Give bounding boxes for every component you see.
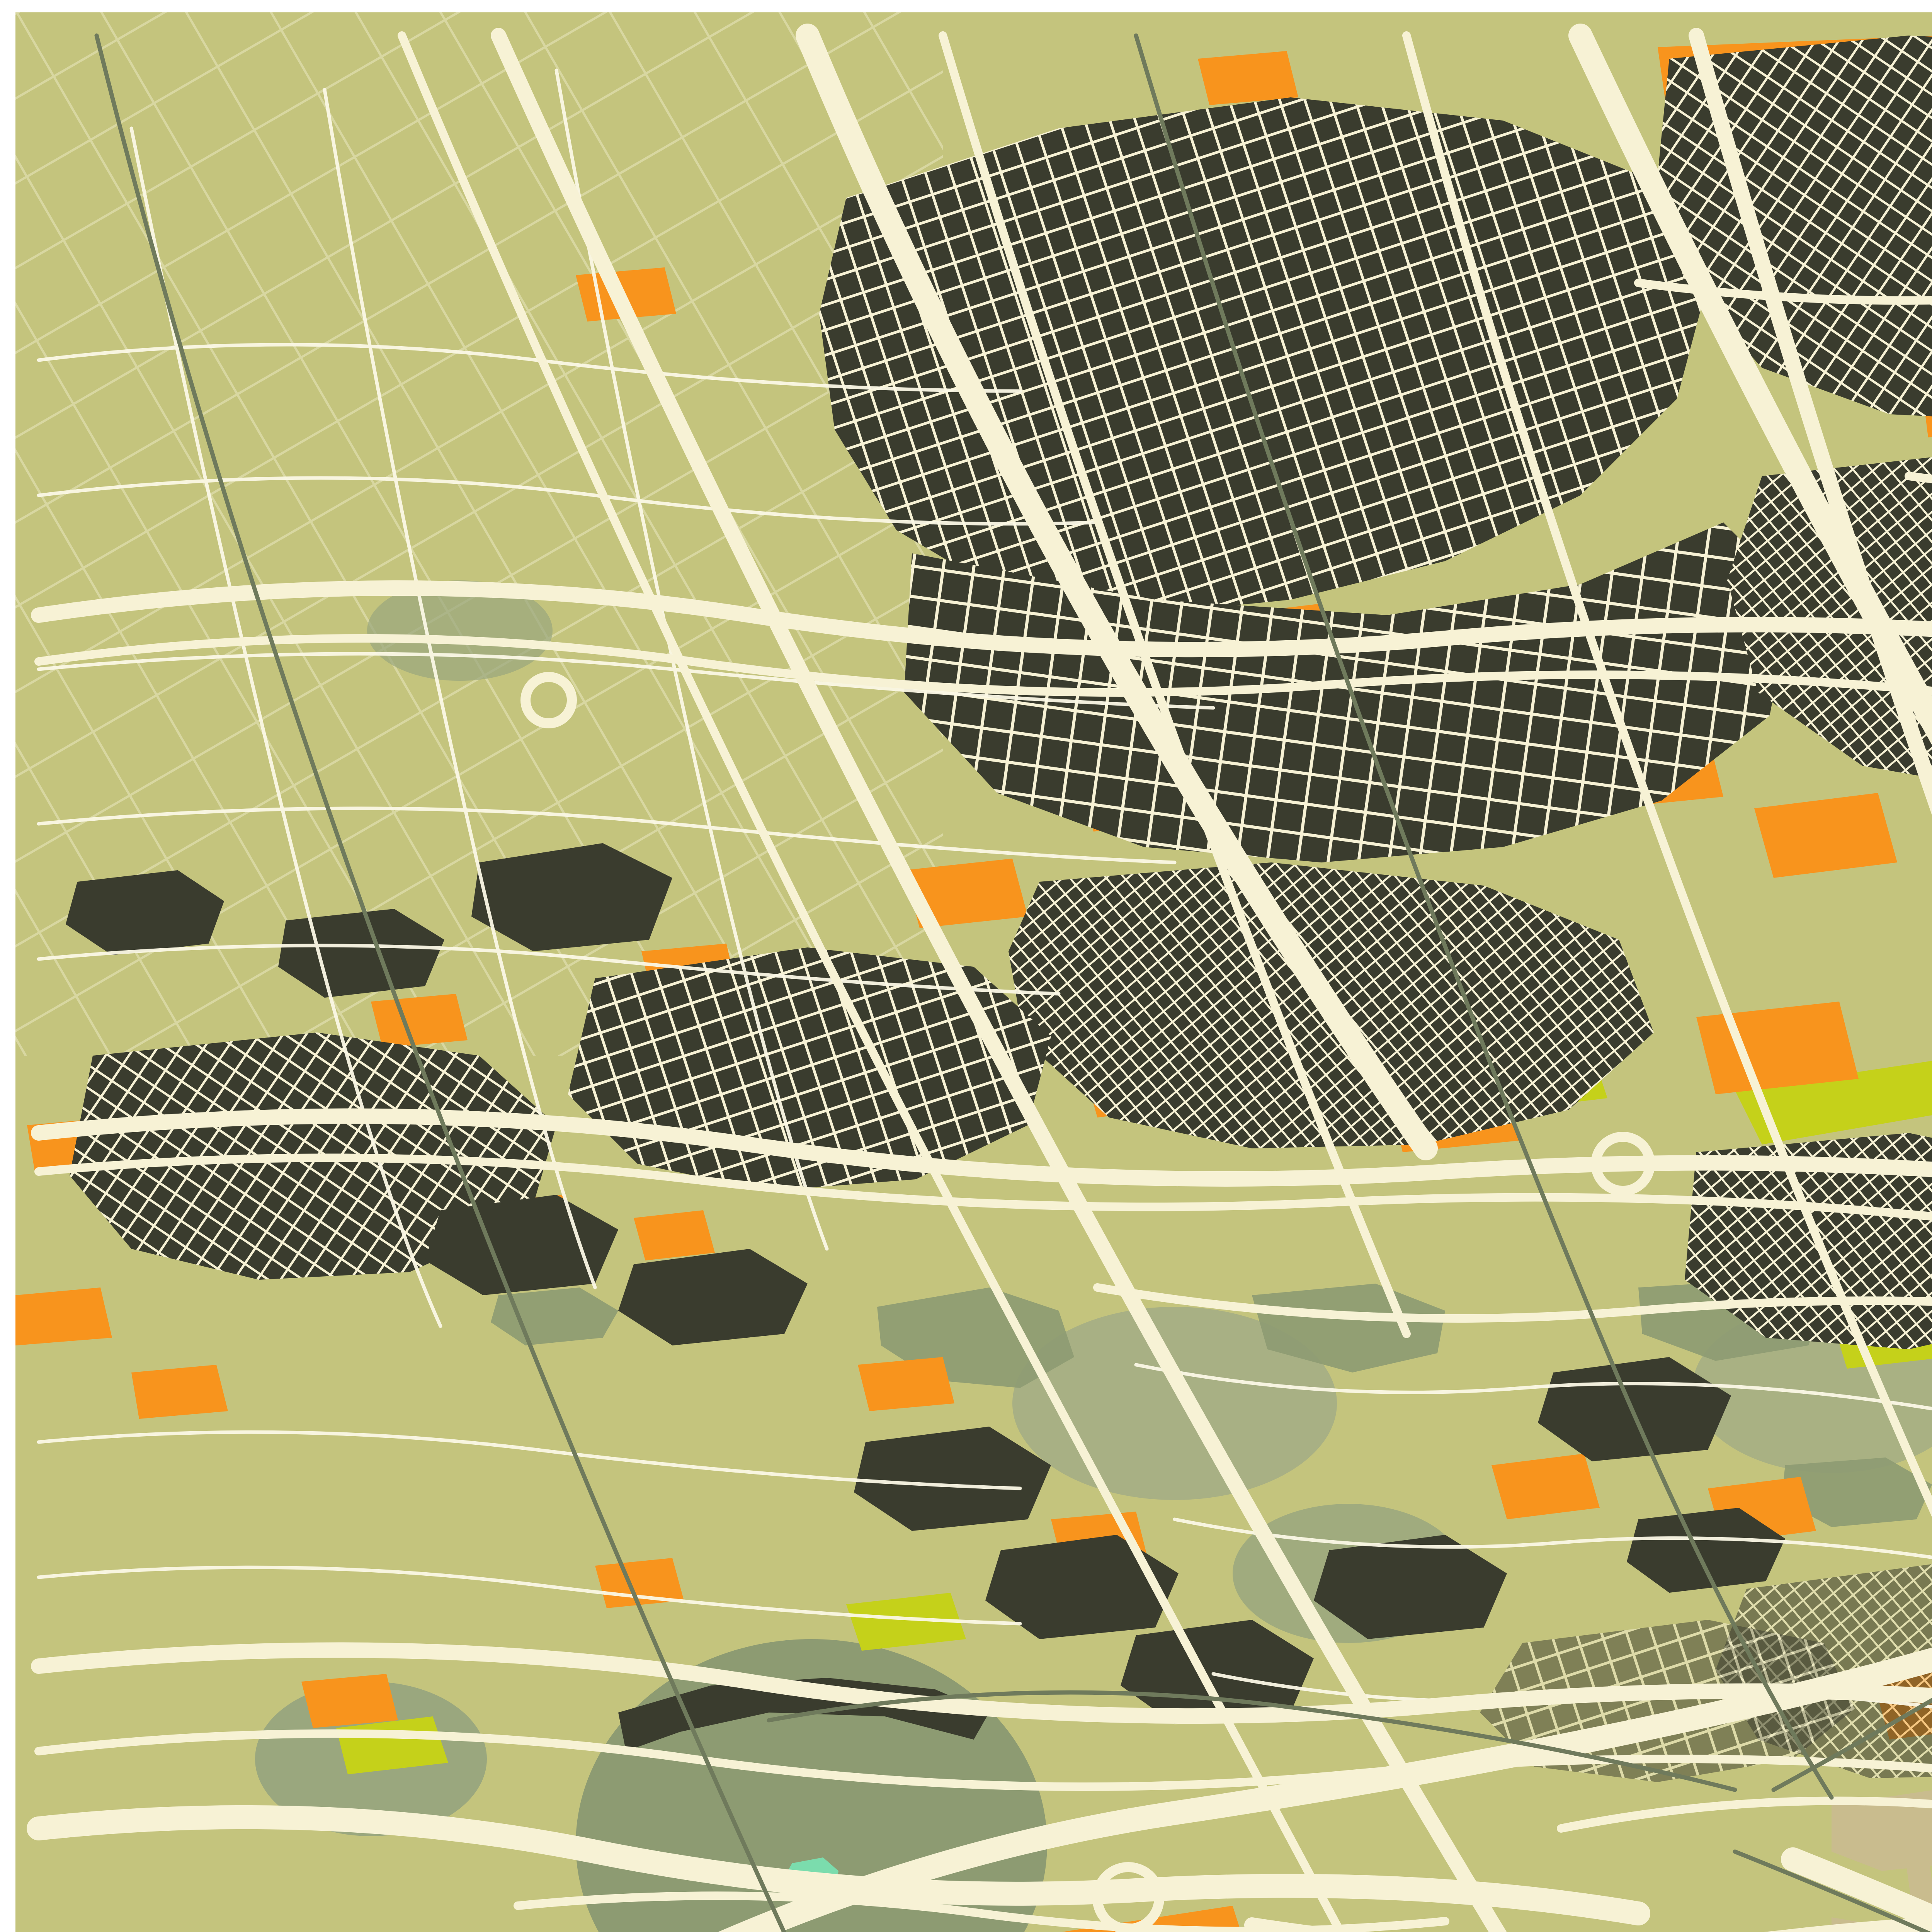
layer-urban-fabric <box>70 36 1932 1782</box>
layer-roads-primary <box>31 28 1932 1932</box>
layer-roads-secondary <box>34 31 1932 1932</box>
city-map-svg <box>15 12 1932 1932</box>
layer-interchanges <box>520 672 1655 1932</box>
layer-buildings <box>66 843 1785 1724</box>
layer-rail <box>94 33 1932 1932</box>
layer-roads-minor <box>37 68 1932 1709</box>
layer-roads-motorway <box>27 24 1932 1932</box>
map-canvas[interactable] <box>15 12 1932 1932</box>
